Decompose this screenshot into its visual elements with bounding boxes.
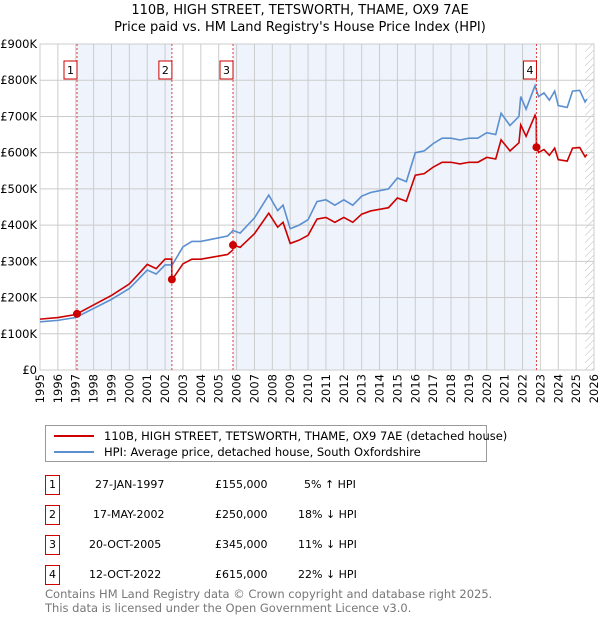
sale-hpi-diff: 18% ↓ HPI [298,508,357,521]
sale-point [72,309,81,318]
sale-label: 4 [526,64,533,77]
legend-label: 110B, HIGH STREET, TETSWORTH, THAME, OX9… [104,429,508,443]
sale-date: 12-OCT-2022 [89,568,162,581]
sale-price: £345,000 [215,538,268,551]
sale-label: 3 [223,64,230,77]
x-tick-label: 2011 [319,374,333,403]
x-tick-label: 2023 [533,374,547,403]
sale-row: 2 17-MAY-2002 £250,000 18% ↓ HPI [45,505,465,525]
x-tick-label: 2017 [426,374,440,403]
y-tick-label: £800K [0,73,37,87]
legend-item-price: 110B, HIGH STREET, TETSWORTH, THAME, OX9… [54,428,507,444]
x-tick-label: 1995 [33,374,47,403]
y-tick-label: £500K [0,182,37,196]
sale-number: 2 [45,505,60,525]
legend-label: HPI: Average price, detached house, Sout… [104,445,421,459]
shaded-period [233,44,537,370]
x-tick-label: 1997 [69,374,83,403]
sale-label-box [219,60,234,80]
sale-price: £155,000 [215,478,268,491]
y-tick-label: £200K [0,291,37,305]
footer-licence: This data is licensed under the Open Gov… [45,601,412,615]
sale-label-box [63,60,78,80]
y-tick-label: £100K [0,327,37,341]
y-tick-label: £700K [0,109,37,123]
x-tick-label: 2025 [569,374,583,403]
x-tick-label: 2007 [247,374,261,403]
footer-copyright: Contains HM Land Registry data © Crown c… [45,587,493,601]
legend-swatch [54,435,94,437]
x-tick-label: 2004 [194,374,208,403]
forecast-hatch [585,44,594,370]
plot-border [39,43,595,371]
sale-hpi-diff: 5% ↑ HPI [304,478,356,491]
x-tick-label: 2022 [516,374,530,403]
x-tick-label: 2008 [265,374,279,403]
sale-date: 17-MAY-2002 [93,508,165,521]
x-tick-label: 2013 [355,374,369,403]
sale-number: 4 [45,565,60,585]
x-tick-label: 1998 [87,374,101,403]
x-tick-label: 2001 [140,374,154,403]
x-tick-label: 2012 [337,374,351,403]
sale-price: £250,000 [215,508,268,521]
x-tick-label: 2026 [587,374,600,403]
x-tick-label: 2014 [373,374,387,403]
x-tick-label: 2020 [480,374,494,403]
x-tick-label: 2005 [212,374,226,403]
sale-row: 3 20-OCT-2005 £345,000 11% ↓ HPI [45,535,465,555]
x-tick-label: 2019 [462,374,476,403]
x-tick-label: 2002 [158,374,172,403]
sale-number: 1 [45,475,60,495]
x-tick-label: 2015 [390,374,404,403]
y-tick-label: £400K [0,218,37,232]
chart-subtitle: Price paid vs. HM Land Registry's House … [114,20,486,35]
x-tick-label: 2018 [444,374,458,403]
y-tick-label: £600K [0,146,37,160]
chart-title: 110B, HIGH STREET, TETSWORTH, THAME, OX9… [131,3,469,18]
sale-label: 2 [162,64,169,77]
sale-point [167,275,176,284]
sale-hpi-diff: 22% ↓ HPI [298,568,357,581]
legend-item-hpi: HPI: Average price, detached house, Sout… [54,444,421,460]
legend: 110B, HIGH STREET, TETSWORTH, THAME, OX9… [45,425,507,462]
x-tick-label: 2016 [408,374,422,403]
x-tick-label: 2009 [283,374,297,403]
sale-label: 1 [67,64,74,77]
y-tick-label: £0 [22,363,37,377]
y-tick-label: £900K [0,37,37,51]
sale-price: £615,000 [215,568,268,581]
sale-label-box [158,60,173,80]
x-tick-label: 2006 [230,374,244,403]
sale-date: 27-JAN-1997 [95,478,165,491]
x-tick-label: 1996 [51,374,65,403]
sale-point [229,241,238,250]
shaded-period [76,44,172,370]
sale-hpi-diff: 11% ↓ HPI [298,538,357,551]
sale-number: 3 [45,535,60,555]
price-line [39,113,588,320]
sale-row: 4 12-OCT-2022 £615,000 22% ↓ HPI [45,565,465,585]
legend-swatch [54,451,94,453]
x-tick-label: 2010 [301,374,315,403]
sale-point [532,143,541,152]
sale-date: 20-OCT-2005 [89,538,162,551]
x-tick-label: 1999 [104,374,118,403]
x-tick-label: 2000 [122,374,136,403]
x-tick-label: 2003 [176,374,190,403]
x-tick-label: 2021 [498,374,512,403]
x-tick-label: 2024 [551,374,565,403]
hpi-line [39,83,588,323]
price-chart: 1995 1996 1997 1998 1999 2000 2001 2002 2003 2004… [0,37,600,403]
sale-row: 1 27-JAN-1997 £155,000 5% ↑ HPI [45,475,465,495]
y-tick-label: £300K [0,254,37,268]
sale-label-box [522,60,537,80]
